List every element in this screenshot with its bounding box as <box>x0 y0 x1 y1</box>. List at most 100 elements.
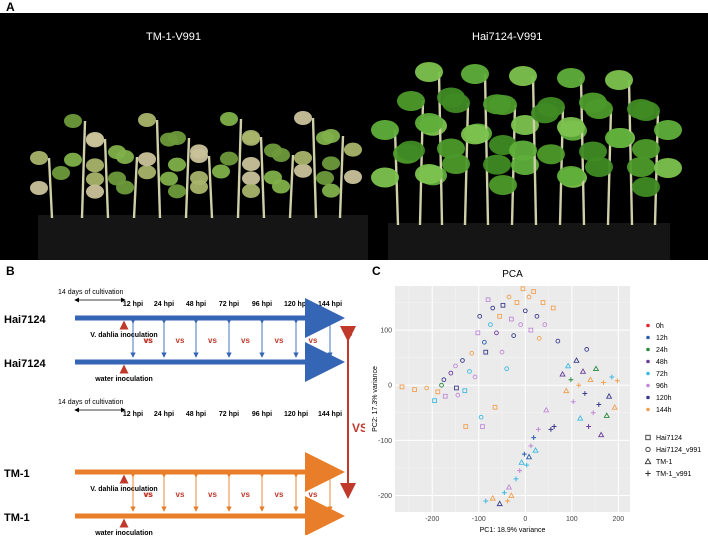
plant-leaf <box>190 180 208 194</box>
data-point <box>592 365 600 372</box>
tm1-plant <box>30 151 70 219</box>
data-point <box>522 308 528 314</box>
hai7124-plant <box>557 68 607 226</box>
data-point <box>448 370 454 376</box>
plant-leaf <box>64 152 82 167</box>
pot-tray-left <box>38 215 368 260</box>
timepoint-label: 12 hpi <box>123 411 143 418</box>
plant-leaf <box>242 171 260 186</box>
plant-leaf <box>86 184 104 199</box>
data-point <box>485 297 491 303</box>
plant-stem <box>483 73 490 226</box>
plant-leaf <box>116 180 134 195</box>
photo-title-right: Hai7124-V991 <box>472 31 543 43</box>
legend-dot <box>646 359 650 364</box>
data-point <box>540 300 546 305</box>
plant-leaf <box>557 68 585 88</box>
legend-label: 120h <box>656 395 672 402</box>
plant-leaf <box>632 139 660 159</box>
data-point <box>645 434 651 441</box>
plant-stem <box>103 138 110 219</box>
pot-tray-right <box>388 223 670 260</box>
data-point <box>504 366 510 372</box>
plant-leaf <box>415 62 443 82</box>
plant-leaf <box>654 120 682 140</box>
plant-leaf <box>116 150 134 164</box>
legend-dot <box>646 371 650 376</box>
data-point <box>467 369 472 374</box>
data-point <box>586 424 591 429</box>
plant-leaf <box>537 144 565 165</box>
data-point <box>501 490 507 496</box>
plant-leaf <box>242 184 260 198</box>
row-label: Hai7124 <box>4 358 46 370</box>
pca-chart-svg: PCA -200 -100 0 100 200 -200 -100 0 100 PC1: 18.9%… <box>372 269 701 534</box>
plant-leaf <box>489 175 517 195</box>
data-point <box>480 424 485 429</box>
plant-leaf <box>242 130 260 144</box>
data-point <box>564 362 572 369</box>
data-point <box>475 330 481 336</box>
y-tick-label: -100 <box>378 438 392 445</box>
plant-leaf <box>272 179 290 194</box>
data-point <box>573 357 580 363</box>
data-point <box>442 393 448 399</box>
plant-leaf <box>30 151 48 165</box>
x-tick-label: -200 <box>425 516 439 523</box>
plant-leaf <box>86 172 104 187</box>
data-point <box>500 302 506 308</box>
plant-stem <box>184 137 191 219</box>
timepoint-label: 96 hpi <box>252 301 272 308</box>
data-point <box>534 313 540 319</box>
inoculation-label: water inoculation <box>94 530 153 535</box>
plant-leaf <box>52 166 70 180</box>
data-point <box>489 494 496 501</box>
timepoint-label: 24 hpi <box>154 301 174 308</box>
data-point <box>511 333 517 338</box>
plant-leaf <box>632 101 660 121</box>
timepoint-label: 48 hpi <box>186 411 206 418</box>
plant-leaf <box>397 140 425 161</box>
timepoint-label: 24 hpi <box>154 411 174 418</box>
timepoint-label: 144 hpi <box>318 411 342 418</box>
plant-leaf <box>605 128 633 148</box>
plant-leaf <box>585 157 613 177</box>
data-point <box>497 313 503 319</box>
plant-leaf <box>437 138 465 159</box>
legend-label: TM-1 <box>656 459 672 466</box>
hai7124-plant <box>371 120 421 226</box>
data-point <box>645 446 651 453</box>
plant-leaf <box>344 142 362 157</box>
data-point <box>603 412 610 418</box>
plant-leaf <box>632 177 660 197</box>
data-point <box>563 387 570 394</box>
tm1-plant <box>190 149 230 219</box>
data-point <box>455 392 461 398</box>
plant-leaf <box>461 124 489 145</box>
plant-leaf <box>294 163 312 178</box>
plant-leaf <box>489 95 517 115</box>
timepoint-label: 72 hpi <box>219 301 239 308</box>
data-point <box>597 431 605 438</box>
data-point <box>528 327 534 333</box>
plant-leaf <box>557 117 585 137</box>
data-point <box>520 286 526 292</box>
plant-leaf <box>30 181 48 195</box>
timepoint-label: 72 hpi <box>219 411 239 418</box>
data-point <box>492 404 498 410</box>
plant-leaf <box>86 158 104 173</box>
x-tick-label: 0 <box>523 516 527 523</box>
timepoint-label: 96 hpi <box>252 411 272 418</box>
data-point <box>506 294 512 300</box>
data-point <box>645 470 651 477</box>
plant-leaf <box>627 157 655 177</box>
plant-leaf <box>537 97 565 117</box>
plant-leaf <box>168 131 186 145</box>
plant-leaf <box>138 113 156 127</box>
y-tick-label: 100 <box>380 328 392 335</box>
data-point <box>469 350 475 356</box>
plant-leaf <box>322 183 340 198</box>
plant-stem <box>338 135 345 219</box>
data-point <box>525 453 533 460</box>
